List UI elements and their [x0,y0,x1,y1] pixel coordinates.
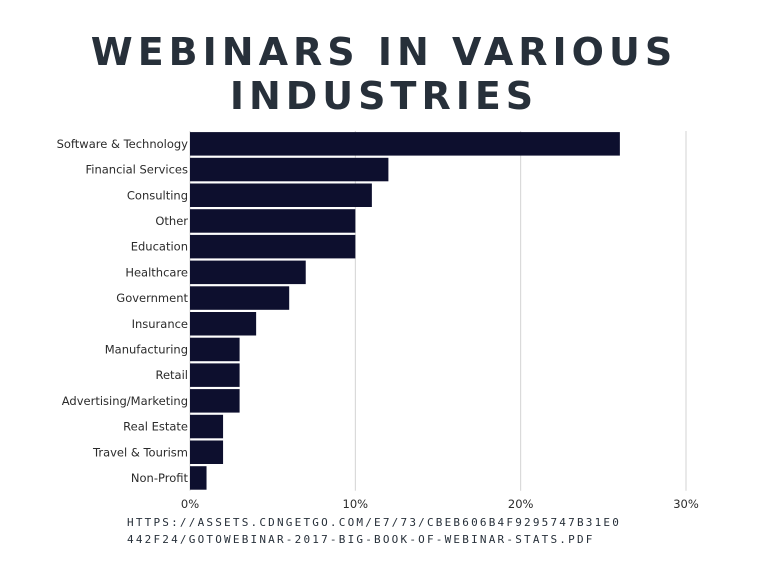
category-label: Insurance [132,317,188,331]
bars [190,132,620,490]
category-label: Advertising/Marketing [62,394,188,408]
category-label: Software & Technology [57,137,189,151]
category-label: Retail [156,368,189,382]
category-label: Real Estate [123,420,188,434]
source-url-line-1: HTTPS://ASSETS.CDNGETGO.COM/E7/73/CBEB60… [127,516,622,529]
bar [190,440,224,464]
x-tick-label: 20% [508,497,534,510]
category-label: Other [155,214,188,228]
bar [190,312,257,336]
source-url: HTTPS://ASSETS.CDNGETGO.COM/E7/73/CBEB60… [127,514,647,548]
bar [190,414,224,439]
category-label: Non-Profit [131,471,189,485]
x-tick-label: 10% [343,497,369,510]
bar [190,157,389,182]
bar [190,209,356,233]
chart-title: WEBINARS IN VARIOUS INDUSTRIES [0,30,768,118]
bar [190,466,207,490]
bar [190,183,372,207]
bar [190,234,356,259]
bar [190,132,620,156]
x-axis-tick-labels: 0% 10% 20% 30% [181,497,699,510]
category-label: Travel & Tourism [92,445,188,459]
category-label: Manufacturing [105,342,188,356]
chart-title-line-2: INDUSTRIES [229,74,539,118]
category-labels: Software & Technology Financial Services C… [57,137,189,485]
bar [190,363,240,387]
bar-chart: Software & Technology Financial Services C… [57,131,699,510]
category-label: Government [116,291,188,305]
bar [190,286,290,310]
source-url-line-2: 442F24/GOTOWEBINAR-2017-BIG-BOOK-OF-WEBI… [127,533,595,546]
category-label: Consulting [127,188,188,202]
bar [190,337,240,362]
category-label: Education [131,240,188,254]
x-tick-label: 30% [673,497,699,510]
chart-title-line-1: WEBINARS IN VARIOUS [90,30,678,74]
category-label: Financial Services [85,163,188,177]
bar [190,389,240,413]
category-label: Healthcare [125,265,188,279]
x-tick-label: 0% [181,497,199,510]
bar [190,260,306,285]
